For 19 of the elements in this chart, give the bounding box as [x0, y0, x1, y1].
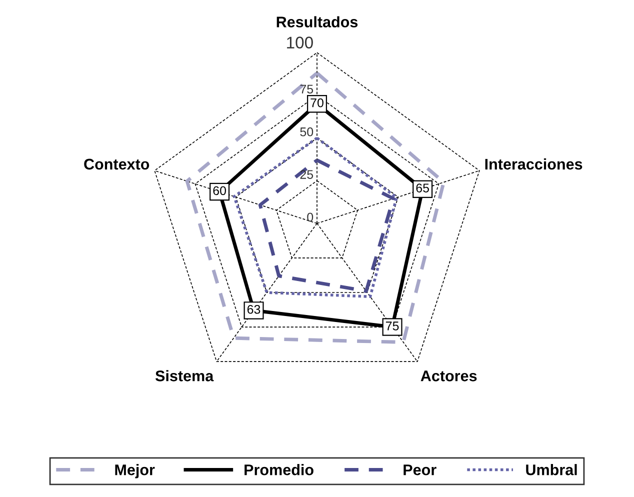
- legend-label: Promedio: [244, 464, 314, 476]
- y-tick-label: 75: [300, 84, 314, 94]
- data-label: 63: [247, 304, 260, 314]
- spoke-label: Interacciones: [485, 158, 582, 170]
- legend-label: Mejor: [115, 464, 155, 478]
- y-tick-label: 0: [307, 212, 314, 222]
- legend-label: Peor: [404, 464, 436, 476]
- legend-label: Umbral: [526, 464, 577, 476]
- spoke-label: Contexto: [84, 158, 150, 170]
- spoke-label: Resultados: [276, 16, 358, 28]
- data-label: 70: [310, 98, 324, 108]
- spoke-label: Actores: [420, 370, 477, 382]
- data-label: 65: [416, 184, 429, 192]
- y-tick-label: 100: [287, 36, 313, 48]
- data-label: 75: [386, 322, 399, 330]
- y-tick-label: 50: [300, 127, 314, 136]
- y-tick-label: 25: [300, 170, 314, 179]
- data-label: 60: [213, 186, 226, 196]
- spoke-label: Sistema: [155, 370, 214, 382]
